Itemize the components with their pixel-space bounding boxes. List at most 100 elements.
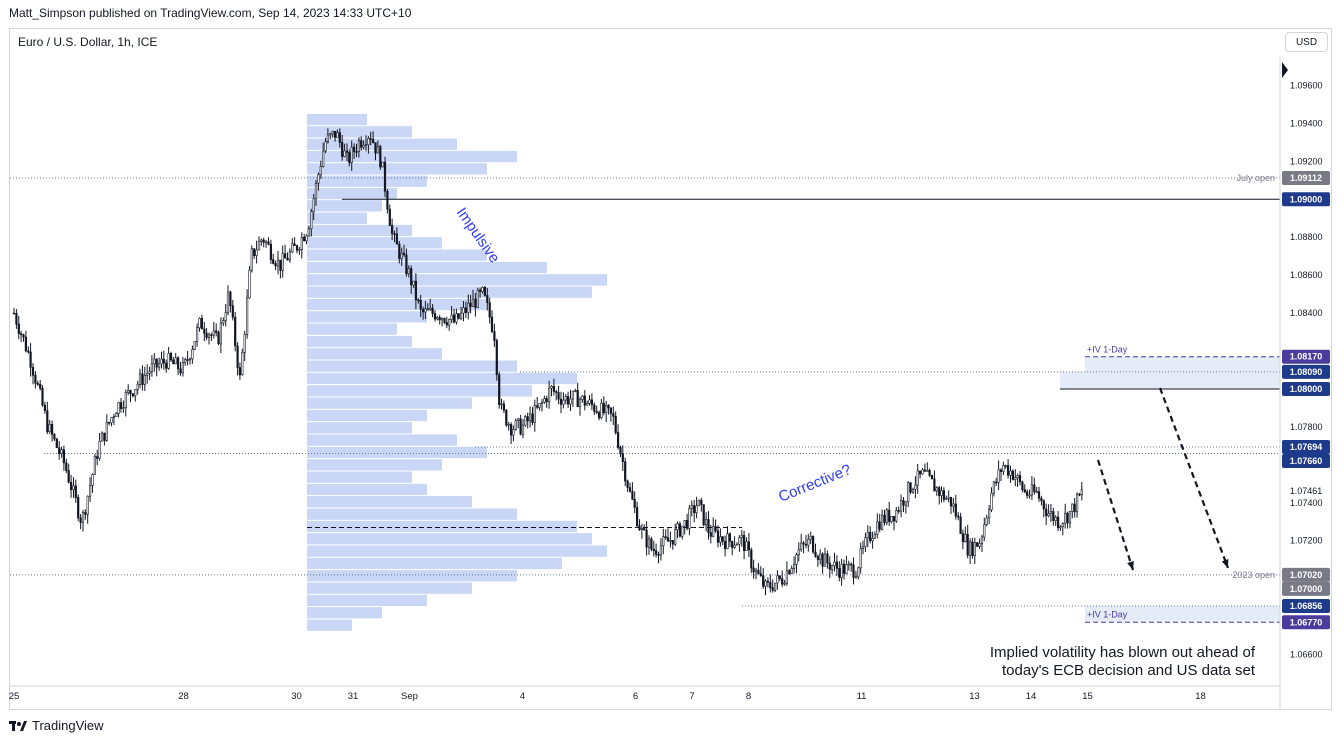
candle-body bbox=[899, 499, 903, 512]
candle-body bbox=[728, 533, 731, 542]
volume-profile-bar bbox=[307, 212, 367, 224]
candle-body bbox=[486, 295, 489, 303]
volume-profile-bar bbox=[307, 446, 487, 459]
price-axis-tick: 1.08600 bbox=[1290, 270, 1323, 280]
candle-body bbox=[379, 146, 382, 168]
tradingview-brand[interactable]: TradingView bbox=[9, 718, 104, 733]
candle-body bbox=[260, 239, 263, 242]
candle-body bbox=[495, 340, 498, 376]
candle-body bbox=[576, 390, 579, 408]
candle-body bbox=[429, 307, 432, 311]
candle-body bbox=[852, 564, 855, 578]
candle-body bbox=[298, 249, 301, 251]
candle-body bbox=[602, 402, 605, 414]
candle-body bbox=[547, 387, 551, 403]
candle-body bbox=[1068, 510, 1072, 524]
candle-body bbox=[165, 362, 168, 369]
candle-body bbox=[300, 237, 303, 250]
candle-body bbox=[162, 358, 165, 364]
candle-body bbox=[619, 447, 622, 455]
time-axis-tick: 4 bbox=[520, 691, 525, 702]
currency-button[interactable]: USD bbox=[1285, 32, 1328, 52]
candle-body bbox=[86, 495, 89, 515]
price-tag-value: 1.09112 bbox=[1290, 173, 1322, 183]
candle-body bbox=[426, 308, 429, 311]
candle-body bbox=[167, 352, 170, 369]
candle-body bbox=[317, 174, 320, 184]
candle-body bbox=[949, 496, 953, 507]
candle-body bbox=[942, 490, 945, 500]
candle-body bbox=[291, 243, 294, 253]
candle-body bbox=[838, 568, 841, 578]
candle-body bbox=[455, 313, 458, 323]
candle-body bbox=[773, 582, 777, 591]
candle-body bbox=[160, 358, 163, 365]
candle-body bbox=[253, 248, 256, 256]
candle-body bbox=[1049, 511, 1052, 514]
candle-body bbox=[747, 541, 750, 551]
candle-body bbox=[583, 395, 586, 406]
candle-body bbox=[488, 302, 491, 318]
candle-body bbox=[134, 389, 137, 397]
candle-body bbox=[700, 499, 703, 505]
candle-body bbox=[452, 314, 456, 323]
volume-profile-bar bbox=[307, 311, 427, 323]
candle-body bbox=[807, 538, 810, 546]
candle-body bbox=[928, 470, 931, 476]
price-tag-bg bbox=[1282, 454, 1330, 468]
chart-frame bbox=[9, 28, 1332, 710]
candle-body bbox=[371, 139, 375, 143]
candle-body bbox=[326, 134, 330, 142]
price-tag-bg bbox=[1282, 599, 1330, 613]
candle-body bbox=[804, 543, 808, 546]
candle-body bbox=[721, 536, 724, 542]
candle-body bbox=[895, 510, 898, 522]
candle-body bbox=[569, 398, 572, 405]
candle-body bbox=[683, 519, 686, 527]
note-line-1: Implied volatility has blown out ahead o… bbox=[990, 644, 1256, 661]
candle-body bbox=[138, 373, 142, 385]
candle-body bbox=[914, 484, 917, 490]
candle-body bbox=[41, 387, 44, 406]
candle-body bbox=[752, 567, 755, 573]
candle-body bbox=[880, 514, 884, 530]
candle-body bbox=[264, 241, 268, 244]
candle-body bbox=[957, 515, 960, 518]
candle-body bbox=[785, 570, 788, 584]
candle-body bbox=[864, 537, 867, 548]
candle-body bbox=[143, 375, 146, 385]
candle-body bbox=[493, 331, 496, 341]
candle-body bbox=[193, 341, 196, 350]
volume-profile-bar bbox=[307, 434, 457, 446]
candle-body bbox=[640, 528, 643, 531]
candle-body bbox=[968, 541, 972, 556]
level-labels: July open +IV 1-Day 2023 open +IV 1-Day bbox=[1087, 173, 1275, 619]
candle-body bbox=[517, 418, 520, 421]
candle-body bbox=[490, 316, 494, 332]
candle-body bbox=[129, 389, 132, 394]
volume-profile-bar bbox=[307, 422, 412, 434]
volume-profile bbox=[307, 113, 742, 631]
candle-body bbox=[983, 524, 986, 538]
candle-body bbox=[283, 253, 287, 259]
candle-body bbox=[902, 499, 905, 506]
candle-body bbox=[545, 398, 548, 403]
candle-body bbox=[22, 334, 25, 338]
volume-profile-bar bbox=[307, 298, 487, 311]
candle-body bbox=[388, 208, 391, 226]
candle-body bbox=[1014, 477, 1017, 480]
candle-body bbox=[607, 404, 610, 409]
candle-body bbox=[498, 374, 501, 405]
candle-body bbox=[276, 259, 280, 267]
price-tag: 1.08000 bbox=[1282, 382, 1330, 396]
candle-body bbox=[421, 308, 425, 313]
candle-body bbox=[410, 268, 413, 286]
candle-body bbox=[1006, 465, 1010, 476]
candle-body bbox=[186, 359, 189, 361]
candle-body bbox=[564, 396, 567, 401]
volume-profile-bar bbox=[307, 459, 442, 471]
candle-body bbox=[873, 533, 876, 539]
candle-body bbox=[79, 517, 82, 523]
candle-body bbox=[509, 424, 513, 436]
